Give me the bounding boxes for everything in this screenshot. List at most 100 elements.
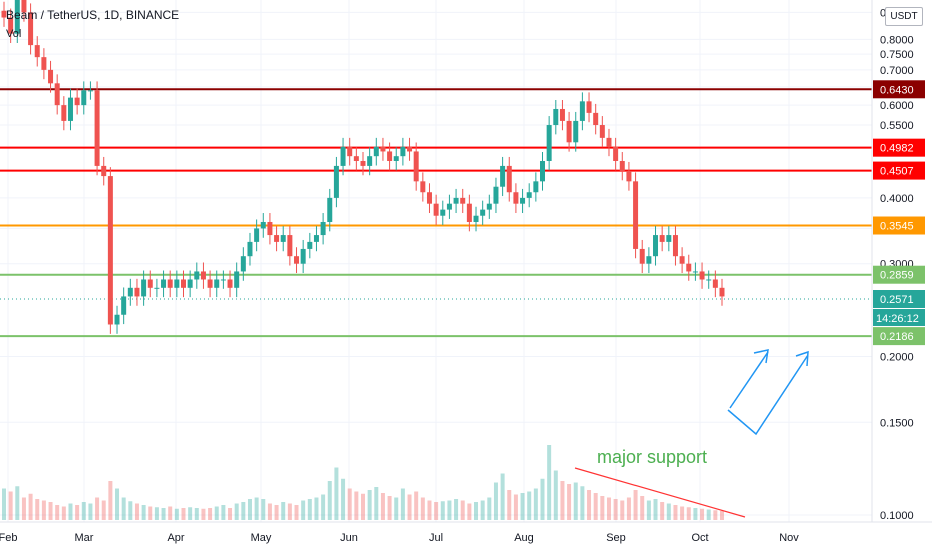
volume-bar [168, 506, 173, 520]
volume-bar [646, 500, 651, 520]
volume-bar [75, 505, 80, 520]
volume-downtrend-line [574, 467, 746, 518]
level-price-label: 0.4982 [880, 143, 914, 155]
price-tick-label: 0.1500 [880, 417, 914, 429]
time-tick-label: May [251, 532, 272, 544]
volume-bar [706, 509, 711, 520]
candle-body [500, 165, 506, 187]
candle-body [14, 0, 20, 34]
volume-bar [287, 503, 292, 520]
candle-body [626, 170, 632, 182]
candle-body [1, 10, 7, 18]
candle-body [506, 165, 512, 193]
volume-bar [713, 510, 718, 520]
volume-bar [474, 502, 479, 520]
candle-body [599, 125, 605, 138]
candle-body [254, 228, 260, 242]
price-labels: 0.6430 0.4982 0.4507 0.3545 0.2859 0.2186 0.25… [873, 80, 925, 346]
volume-bar [500, 473, 505, 520]
candle-body [679, 256, 685, 264]
candle-body [260, 221, 266, 229]
candle-body [586, 101, 592, 113]
candle-body [520, 197, 526, 204]
candle-body [579, 101, 585, 121]
candle-body [41, 57, 47, 70]
volume-bar [208, 508, 213, 520]
candle-body [274, 235, 280, 242]
volume-bar [487, 497, 492, 520]
volume-bar [101, 500, 106, 520]
currency-button[interactable]: USDT [885, 7, 923, 26]
candle-body [593, 112, 599, 126]
candle-body [719, 287, 725, 297]
candles [1, 0, 725, 334]
volume-bar [606, 497, 611, 520]
volume-bar [533, 488, 538, 520]
level-price-tag [873, 138, 925, 157]
candle-body [234, 271, 240, 288]
volume-bar [221, 505, 226, 520]
candle-body [48, 69, 54, 84]
volume-bar [188, 507, 193, 520]
volume-bar [341, 478, 346, 520]
volume-bar [560, 481, 565, 520]
candle-body [220, 279, 226, 281]
candle-body [114, 314, 120, 325]
volume-bar [520, 493, 525, 520]
volume-bar [294, 505, 299, 520]
volume-bar [507, 490, 512, 520]
candle-body [613, 146, 619, 161]
candle-body [94, 90, 100, 166]
volume-bar [141, 505, 146, 520]
volume-bar [400, 488, 405, 520]
volume-bar [613, 499, 618, 520]
candle-body [540, 160, 545, 182]
candle-body [407, 146, 413, 152]
volume-bar [301, 500, 306, 520]
level-price-tag [873, 80, 925, 99]
candle-body [453, 197, 459, 204]
volume-bar [241, 502, 246, 520]
volume-bar [154, 507, 159, 520]
volume-bar [161, 508, 166, 520]
candle-body [706, 279, 712, 281]
volume-bar [387, 496, 392, 520]
time-tick-label: Oct [691, 532, 708, 544]
candle-body [446, 203, 452, 210]
current-price-tag [873, 290, 925, 309]
horizontal-levels [0, 88, 872, 338]
price-tick-label: 0.7500 [880, 49, 914, 61]
volume-bar [41, 500, 46, 520]
candle-body [161, 279, 167, 288]
volume-bar [587, 490, 592, 520]
volume-bar [527, 491, 532, 520]
volume-bar [653, 499, 658, 520]
symbol-title[interactable]: Beam / TetherUS, 1D, BINANCE [6, 8, 180, 22]
candle-body [553, 108, 559, 126]
candle-body [666, 235, 672, 242]
volume-bar [81, 502, 86, 520]
volume-bar [440, 501, 445, 520]
candle-body [147, 279, 153, 288]
price-tick-label: 0.4000 [880, 193, 914, 205]
candle-body [167, 279, 173, 288]
volume-bar [267, 503, 272, 520]
candle-body [107, 176, 113, 325]
countdown-label: 14:26:12 [876, 313, 919, 325]
candle-body [187, 279, 193, 288]
candle-body [493, 186, 499, 204]
candle-body [659, 235, 665, 242]
candle-body [280, 235, 286, 242]
level-price-label: 0.2186 [880, 331, 914, 343]
candle-body [28, 12, 34, 46]
volume-bar [88, 503, 93, 520]
candle-body [300, 248, 306, 264]
drawings: major support [574, 349, 809, 518]
candle-body [413, 151, 419, 182]
candle-body [559, 108, 565, 121]
blue-arrow-long [727, 354, 809, 436]
candle-body [200, 271, 206, 280]
volume-bar [720, 511, 724, 520]
blue-arrow-short [729, 351, 769, 409]
